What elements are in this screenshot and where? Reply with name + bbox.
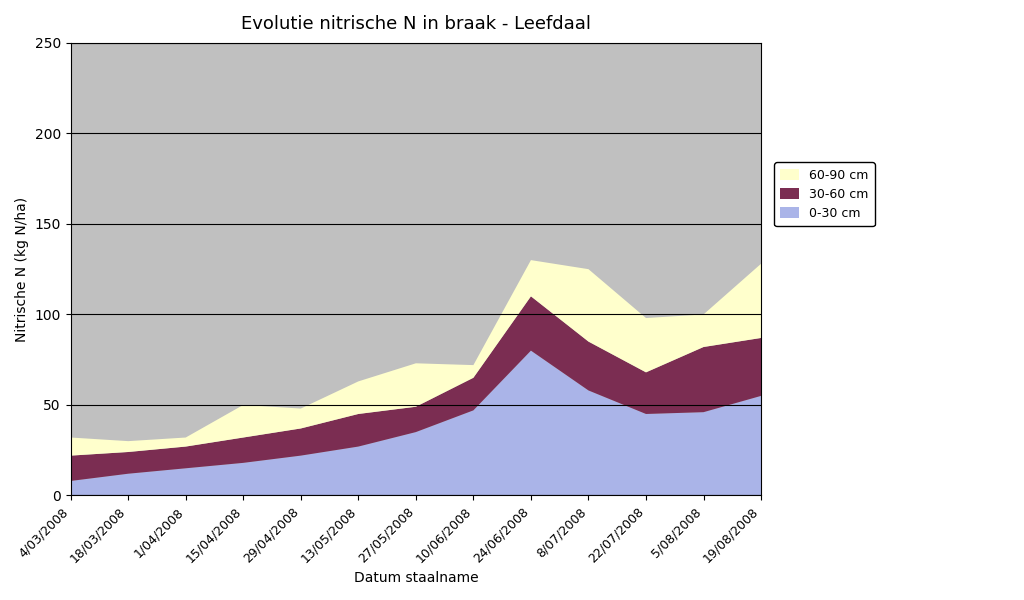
Title: Evolutie nitrische N in braak - Leefdaal: Evolutie nitrische N in braak - Leefdaal	[241, 15, 591, 33]
Legend: 60-90 cm, 30-60 cm, 0-30 cm: 60-90 cm, 30-60 cm, 0-30 cm	[774, 162, 874, 226]
X-axis label: Datum staalname: Datum staalname	[353, 571, 478, 585]
Y-axis label: Nitrische N (kg N/ha): Nitrische N (kg N/ha)	[15, 197, 29, 342]
